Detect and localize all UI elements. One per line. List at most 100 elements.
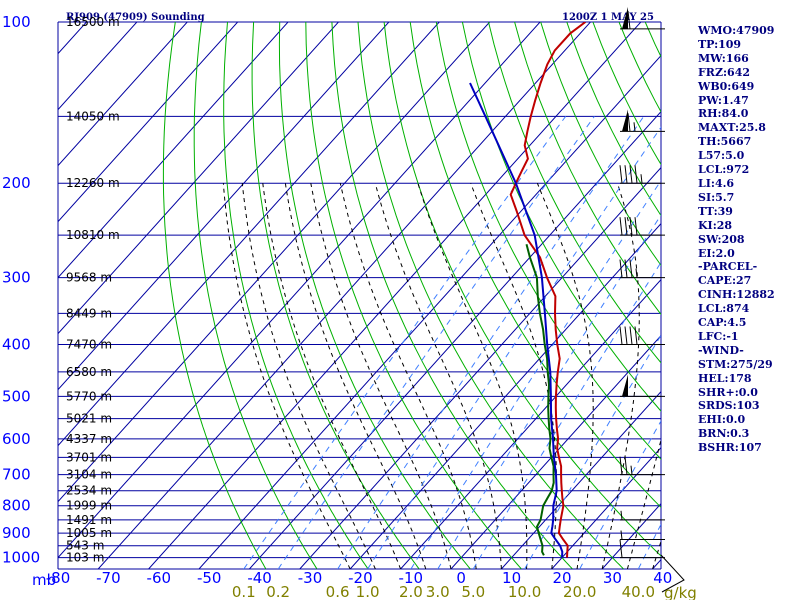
temperature-tick-label: 40 (653, 569, 672, 587)
chart-datetime: 1200Z 1 MAY 25 (562, 12, 654, 23)
mixing-ratio-line (437, 214, 661, 569)
height-label: 10810 m (66, 228, 120, 242)
moist-adiabat-line (470, 183, 557, 569)
wind-barb (619, 326, 665, 345)
mixing-ratio-tick-label: 40.0 (622, 583, 655, 600)
wind-barb-flag (629, 326, 633, 345)
mixing-ratio-tick-label: 1.0 (356, 583, 380, 600)
temperature-axis-labels: -80 -70 -60 -50 -40 -30 -20 -10 0 10 20 30 40 (46, 569, 673, 587)
pressure-label: 400 (2, 335, 31, 353)
wind-barb-flag (627, 10, 631, 29)
index-entry: SW:208 (698, 232, 745, 246)
index-entry: SRDS:103 (698, 399, 760, 413)
index-entry: LCL:972 (698, 163, 750, 177)
index-entry: EI:2.0 (698, 246, 735, 260)
index-entry: CAPE:27 (698, 274, 752, 288)
dewpoint-profile-line (525, 244, 555, 556)
dry-adiabat-line (223, 22, 369, 569)
wind-barb (620, 6, 665, 30)
isotherm-line (58, 22, 541, 559)
moist-adiabat-line (536, 183, 594, 569)
moist-adiabat-line (339, 183, 477, 569)
wind-barb-half-flag (640, 174, 643, 184)
height-label: 1005 m (66, 526, 112, 540)
mixing-ratio-tick-label: 0.6 (326, 583, 350, 600)
index-entry: TT:39 (698, 204, 733, 218)
pressure-label: 500 (2, 387, 31, 405)
index-entry: L57:5.0 (698, 149, 745, 163)
mixing-ratio-line (277, 116, 595, 569)
temperature-tick-label: 0 (456, 569, 466, 587)
index-entry: -PARCEL- (698, 260, 758, 274)
height-label: 3701 m (66, 450, 112, 464)
temperature-tick-label: -60 (147, 569, 172, 587)
wind-barb-flag (624, 217, 628, 236)
moist-adiabat-line (626, 437, 661, 569)
isotherm-line (400, 278, 661, 569)
mixing-ratio-tick-label: 10.0 (508, 583, 541, 600)
dry-adiabat-grid (162, 22, 661, 569)
pressure-label: 600 (2, 430, 31, 448)
sounding-series (469, 22, 587, 558)
wind-barb (620, 510, 665, 521)
isotherm-line (97, 22, 592, 569)
mixing-ratio-labels: 0.1 0.2 0.6 1.0 2.0 3.0 5.0 10.0 20.0 40.0 (232, 583, 655, 600)
wind-barb (619, 456, 665, 476)
temperature-tick-label: -50 (197, 569, 222, 587)
height-label: 2534 m (66, 484, 112, 498)
dry-adiabat-line (305, 22, 522, 569)
wind-barb-flag (629, 259, 633, 278)
temperature-tick-label: -30 (298, 569, 323, 587)
moist-adiabat-line (284, 183, 427, 569)
index-entry: WMO:47909 (698, 24, 775, 37)
wind-barb (620, 530, 665, 541)
wind-barb-flag (619, 326, 623, 345)
mixing-ratio-tick-label: 3.0 (426, 583, 450, 600)
pressure-unit-label: mb (32, 571, 56, 589)
dry-adiabat-line (488, 22, 661, 364)
index-entry: LI:4.6 (698, 176, 735, 190)
moist-adiabat-line (601, 183, 640, 569)
wind-barb (619, 539, 665, 559)
isotherm-line (249, 110, 661, 569)
pressure-label: 700 (2, 466, 31, 484)
wind-barb-half-flag (635, 268, 638, 278)
index-entry: TP:109 (698, 37, 742, 51)
mixing-ratio-tick-label: 2.0 (399, 583, 423, 600)
isotherm-line (450, 334, 661, 569)
index-entry: CAP:4.5 (698, 316, 747, 330)
isobar-grid (57, 21, 662, 570)
height-label: 103 m (66, 551, 104, 565)
wind-barb (620, 109, 665, 132)
temperature-tick-label: 10 (502, 569, 521, 587)
index-entry: FRZ:642 (698, 65, 751, 79)
wind-barb-pennant (622, 6, 628, 29)
wind-barb-flag (627, 113, 631, 132)
height-label: 5021 m (66, 412, 112, 426)
mixing-ratio-tick-label: 0.2 (266, 583, 290, 600)
wind-barb-flag (619, 165, 623, 184)
isotherm-line (58, 22, 289, 279)
pressure-label: 1000 (2, 549, 40, 567)
index-entry: MW:166 (698, 51, 749, 65)
wind-barb-half-flag (633, 122, 636, 132)
mixing-ratio-line (579, 420, 661, 569)
wind-barb-flag (619, 259, 623, 278)
index-entry: SI:5.7 (698, 190, 735, 204)
dry-adiabat-line (540, 22, 661, 267)
height-label: 1491 m (66, 513, 112, 527)
index-entry: LFC:-1 (698, 329, 739, 343)
dry-adiabat-line (162, 22, 267, 569)
mixing-ratio-tick-label: 20.0 (563, 583, 596, 600)
isotherm-line (58, 22, 340, 335)
pressure-label: 200 (2, 174, 31, 192)
pressure-label: 800 (2, 497, 31, 515)
wind-barb (619, 165, 665, 184)
wind-barb (619, 259, 665, 279)
index-entry: KI:28 (698, 218, 733, 232)
wind-barb-half-flag (630, 465, 633, 475)
pressure-axis-labels: 100 200 300 400 500 600 700 800 900 1000 (2, 13, 40, 567)
index-entry: CINH:12882 (698, 288, 775, 302)
height-label: 3104 m (66, 468, 112, 482)
index-entry: SHR+:0.0 (698, 385, 758, 399)
